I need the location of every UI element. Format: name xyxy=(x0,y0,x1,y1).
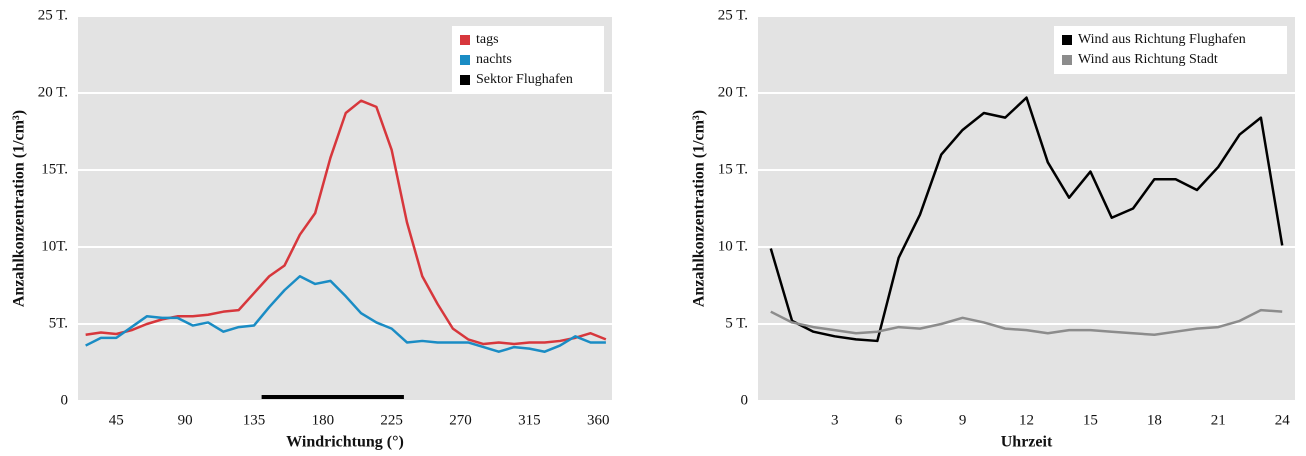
x-tick-label: 360 xyxy=(587,412,610,428)
y-tick-label: 20 T. xyxy=(718,84,748,100)
y-axis-title: Anzahlkonzentration (1/cm³) xyxy=(691,110,708,307)
legend-swatch xyxy=(460,55,470,65)
x-axis-title: Uhrzeit xyxy=(1001,434,1053,451)
line-series xyxy=(85,275,606,353)
legend-box xyxy=(1054,26,1287,74)
legend-swatch xyxy=(1062,55,1072,65)
x-tick-label: 21 xyxy=(1211,412,1226,428)
y-tick-label: 15T. xyxy=(41,161,68,177)
x-tick-label: 24 xyxy=(1275,412,1291,428)
legend-swatch xyxy=(460,75,470,85)
legend-label: Wind aus Richtung Flughafen xyxy=(1078,32,1246,47)
line-series xyxy=(769,96,1284,343)
plot-area xyxy=(758,16,1295,401)
y-axis-title: Anzahlkonzentration (1/cm³) xyxy=(11,110,28,307)
y-tick-label: 20 T. xyxy=(38,84,68,100)
x-tick-label: 15 xyxy=(1083,412,1098,428)
y-tick-label: 15 T. xyxy=(718,161,748,177)
x-tick-label: 315 xyxy=(518,412,541,428)
legend-label: Wind aus Richtung Stadt xyxy=(1078,52,1218,67)
x-tick-label: 270 xyxy=(449,412,472,428)
y-tick-label: 5T. xyxy=(49,315,68,331)
y-tick-label: 0 xyxy=(741,392,749,408)
x-tick-label: 180 xyxy=(312,412,335,428)
y-tick-label: 5 T. xyxy=(725,315,748,331)
x-tick-label: 45 xyxy=(109,412,124,428)
line-series xyxy=(770,308,1283,337)
legend-label: nachts xyxy=(476,52,512,67)
x-tick-label: 3 xyxy=(831,412,839,428)
legend-label: tags xyxy=(476,32,499,47)
x-tick-label: 90 xyxy=(178,412,193,428)
x-tick-label: 135 xyxy=(243,412,266,428)
x-tick-label: 225 xyxy=(380,412,403,428)
y-tick-label: 0 xyxy=(61,392,69,408)
x-tick-label: 12 xyxy=(1019,412,1034,428)
x-tick-label: 6 xyxy=(895,412,903,428)
legend-swatch xyxy=(460,35,470,45)
x-tick-label: 18 xyxy=(1147,412,1162,428)
legend-label: Sektor Flughafen xyxy=(476,72,573,87)
x-tick-label: 9 xyxy=(959,412,967,428)
x-axis-title: Windrichtung (°) xyxy=(286,434,404,451)
legend-box xyxy=(452,26,604,94)
y-tick-label: 10T. xyxy=(41,238,68,254)
y-tick-label: 10 T. xyxy=(718,238,748,254)
y-tick-label: 25 T. xyxy=(718,7,748,23)
y-tick-label: 25 T. xyxy=(38,7,68,23)
legend-swatch xyxy=(1062,35,1072,45)
